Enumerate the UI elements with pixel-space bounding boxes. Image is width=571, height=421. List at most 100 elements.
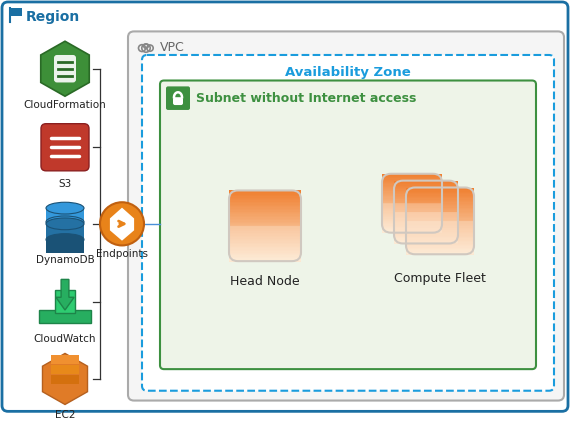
Bar — [406, 253, 474, 255]
Bar — [382, 216, 442, 218]
Bar — [229, 229, 301, 231]
FancyBboxPatch shape — [160, 80, 536, 369]
Bar — [394, 203, 458, 205]
Bar — [406, 236, 474, 237]
Bar — [382, 223, 442, 225]
Bar — [382, 190, 442, 192]
Bar — [229, 237, 301, 239]
Bar — [229, 220, 301, 222]
Bar — [382, 211, 442, 213]
Bar — [382, 201, 442, 203]
Bar — [382, 220, 442, 221]
Bar — [51, 365, 79, 374]
Bar — [394, 236, 458, 238]
Bar — [406, 200, 474, 201]
Bar — [406, 222, 474, 224]
Bar — [394, 206, 458, 208]
Bar — [229, 192, 301, 194]
Bar — [229, 233, 301, 235]
Bar — [406, 210, 474, 212]
Bar — [406, 237, 474, 239]
Bar — [394, 205, 458, 206]
Bar — [229, 196, 301, 198]
Bar — [394, 222, 458, 224]
Bar — [229, 247, 301, 249]
Bar — [229, 227, 301, 229]
Bar — [229, 254, 301, 256]
Bar — [394, 193, 458, 195]
Bar — [394, 192, 458, 194]
Bar — [406, 201, 474, 203]
Bar — [229, 197, 301, 200]
Bar — [55, 290, 75, 312]
Bar — [229, 193, 301, 195]
FancyBboxPatch shape — [166, 86, 190, 110]
Bar — [229, 213, 301, 215]
Bar — [406, 241, 474, 243]
Bar — [406, 202, 474, 204]
Text: Endpoints: Endpoints — [96, 249, 148, 259]
Bar — [382, 222, 442, 224]
Bar — [394, 216, 458, 218]
Text: S3: S3 — [58, 179, 71, 189]
Bar — [229, 230, 301, 232]
Bar — [406, 189, 474, 191]
Bar — [394, 225, 458, 226]
Bar — [406, 220, 474, 221]
Bar — [394, 218, 458, 220]
Polygon shape — [110, 208, 134, 241]
Bar — [382, 226, 442, 227]
FancyBboxPatch shape — [229, 226, 301, 261]
Bar — [394, 195, 458, 196]
Bar — [406, 194, 474, 196]
Bar — [51, 355, 79, 364]
Bar — [394, 202, 458, 204]
Ellipse shape — [46, 234, 84, 245]
Bar — [382, 200, 442, 201]
Bar — [229, 209, 301, 211]
Bar — [406, 193, 474, 195]
Bar — [406, 233, 474, 235]
Bar — [406, 230, 474, 232]
Bar — [382, 210, 442, 212]
Bar — [229, 203, 301, 205]
Bar — [382, 230, 442, 232]
Polygon shape — [41, 41, 89, 96]
Polygon shape — [56, 280, 74, 310]
Bar — [382, 181, 442, 183]
Bar — [406, 206, 474, 208]
Bar — [229, 206, 301, 208]
Bar — [406, 195, 474, 197]
Bar — [406, 221, 474, 223]
Bar — [382, 179, 442, 180]
Text: DynamoDB: DynamoDB — [35, 255, 94, 265]
Bar — [394, 211, 458, 213]
Bar — [406, 190, 474, 192]
Bar — [382, 194, 442, 195]
Bar — [46, 208, 84, 222]
FancyBboxPatch shape — [54, 55, 76, 83]
Bar — [382, 182, 442, 184]
Bar — [229, 248, 301, 250]
Bar — [406, 217, 474, 219]
Bar — [382, 180, 442, 181]
Bar — [229, 240, 301, 242]
Bar — [229, 239, 301, 240]
Bar — [394, 198, 458, 200]
Bar — [229, 224, 301, 226]
Bar — [394, 183, 458, 185]
FancyBboxPatch shape — [2, 2, 568, 411]
Bar — [382, 188, 442, 189]
Bar — [382, 214, 442, 216]
Ellipse shape — [46, 218, 84, 230]
Bar — [382, 221, 442, 223]
Bar — [229, 216, 301, 218]
Bar — [406, 240, 474, 241]
Bar — [382, 177, 442, 179]
Text: Compute Fleet: Compute Fleet — [394, 272, 486, 285]
Bar — [406, 248, 474, 249]
Bar — [394, 217, 458, 219]
Bar — [406, 228, 474, 229]
Bar — [406, 205, 474, 207]
Bar — [394, 186, 458, 187]
